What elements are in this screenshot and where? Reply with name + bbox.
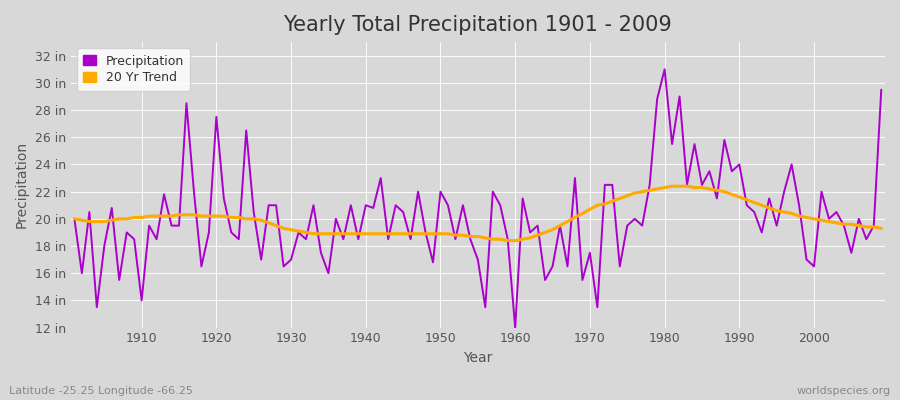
Title: Yearly Total Precipitation 1901 - 2009: Yearly Total Precipitation 1901 - 2009 bbox=[284, 15, 672, 35]
X-axis label: Year: Year bbox=[464, 351, 492, 365]
Y-axis label: Precipitation: Precipitation bbox=[15, 141, 29, 228]
20 Yr Trend bbox=[607, 199, 617, 204]
Precipitation bbox=[607, 182, 617, 187]
Precipitation bbox=[129, 237, 140, 242]
Precipitation bbox=[659, 67, 670, 72]
Line: 20 Yr Trend: 20 Yr Trend bbox=[75, 186, 881, 240]
20 Yr Trend bbox=[518, 237, 528, 242]
20 Yr Trend bbox=[509, 238, 520, 243]
Precipitation bbox=[518, 196, 528, 201]
20 Yr Trend bbox=[293, 229, 304, 234]
20 Yr Trend bbox=[338, 231, 349, 236]
Text: worldspecies.org: worldspecies.org bbox=[796, 386, 891, 396]
Legend: Precipitation, 20 Yr Trend: Precipitation, 20 Yr Trend bbox=[76, 48, 190, 91]
Line: Precipitation: Precipitation bbox=[75, 69, 881, 328]
Text: Latitude -25.25 Longitude -66.25: Latitude -25.25 Longitude -66.25 bbox=[9, 386, 193, 396]
20 Yr Trend bbox=[69, 216, 80, 221]
Precipitation bbox=[502, 237, 513, 242]
Precipitation bbox=[509, 325, 520, 330]
20 Yr Trend bbox=[667, 184, 678, 189]
Precipitation bbox=[338, 237, 349, 242]
20 Yr Trend bbox=[129, 215, 140, 220]
Precipitation bbox=[876, 87, 886, 92]
Precipitation bbox=[293, 230, 304, 235]
Precipitation bbox=[69, 216, 80, 221]
20 Yr Trend bbox=[502, 238, 513, 243]
20 Yr Trend bbox=[876, 226, 886, 231]
